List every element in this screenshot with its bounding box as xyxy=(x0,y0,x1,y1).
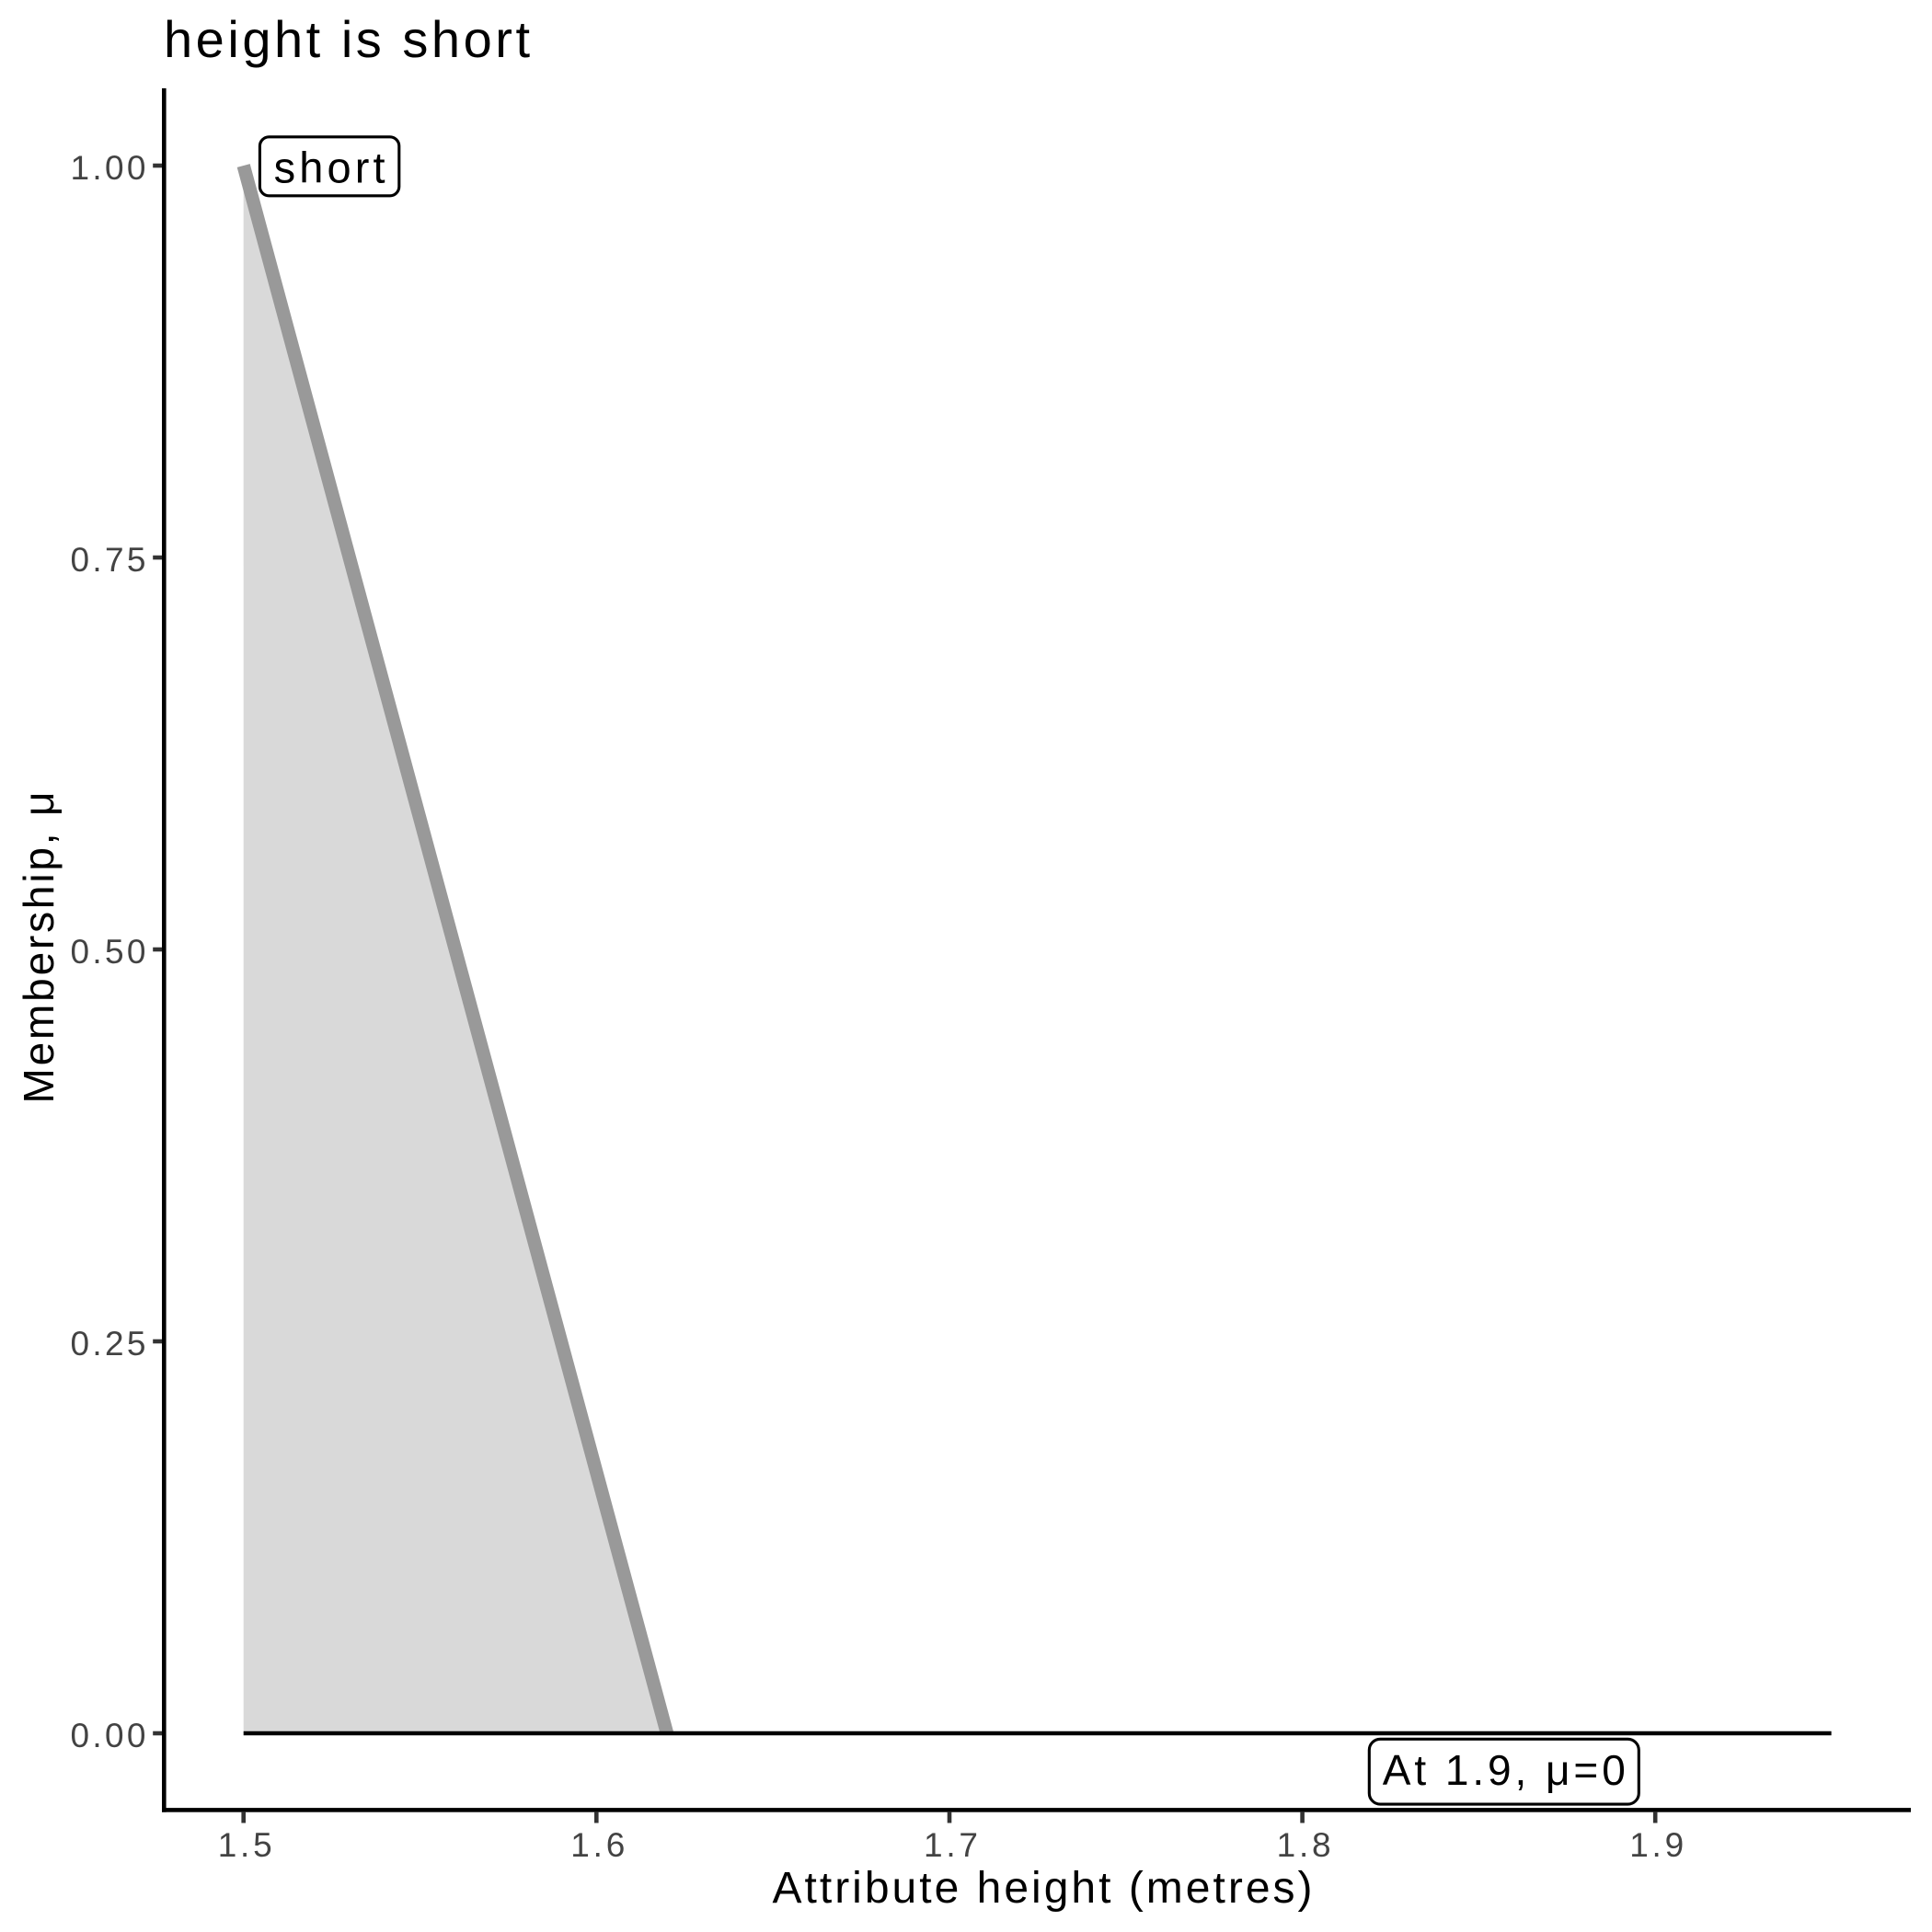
svg-text:1.00: 1.00 xyxy=(71,149,146,187)
svg-text:At 1.9, μ=0: At 1.9, μ=0 xyxy=(1383,1746,1626,1794)
svg-text:height is short: height is short xyxy=(164,10,530,68)
svg-text:1.8: 1.8 xyxy=(1277,1826,1331,1864)
svg-text:1.5: 1.5 xyxy=(218,1826,272,1864)
svg-text:1.9: 1.9 xyxy=(1629,1826,1684,1864)
svg-text:0.50: 0.50 xyxy=(71,933,146,971)
svg-text:1.7: 1.7 xyxy=(924,1826,978,1864)
svg-text:0.00: 0.00 xyxy=(71,1717,146,1754)
svg-text:0.25: 0.25 xyxy=(71,1325,146,1363)
svg-text:short: short xyxy=(274,144,385,192)
svg-text:1.6: 1.6 xyxy=(570,1826,625,1864)
svg-text:0.75: 0.75 xyxy=(71,541,146,579)
svg-text:Membership, μ: Membership, μ xyxy=(15,792,63,1104)
